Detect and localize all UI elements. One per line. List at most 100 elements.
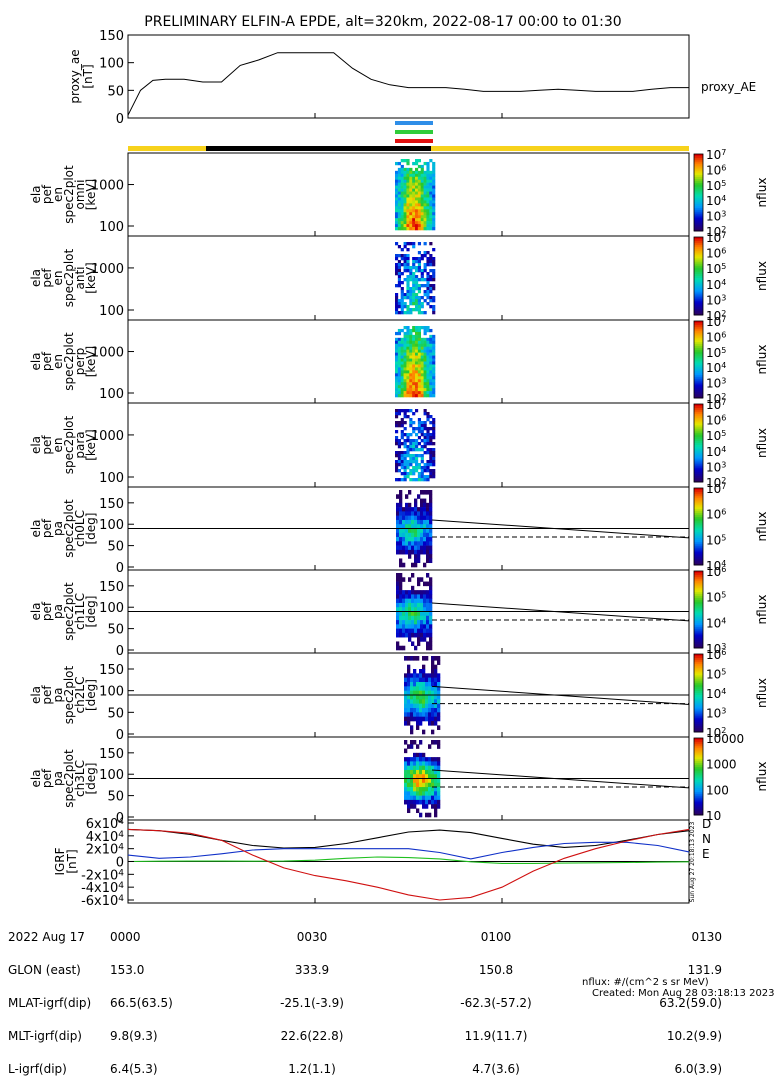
colorbar-label: nflux (755, 428, 769, 458)
spectrogram-cell (417, 590, 421, 595)
spectrogram-cell (423, 346, 427, 350)
spectrogram-cell (429, 611, 433, 617)
spectrogram-cell (409, 463, 413, 467)
spectrogram-cell (429, 607, 433, 612)
colorbar-cell (694, 530, 703, 533)
colorbar-cell (694, 248, 703, 252)
spectrogram-cell (428, 686, 432, 691)
spectrogram-cell (437, 769, 441, 775)
spectrogram-cell (409, 421, 413, 425)
spectrogram-cell (412, 469, 416, 473)
spectrogram-cell (403, 245, 407, 249)
spectrogram-cell (412, 182, 416, 186)
colorbar-cell (694, 716, 703, 719)
spectrogram-cell (416, 712, 420, 717)
spectrogram-cell (420, 439, 424, 443)
spectrogram-cell (396, 641, 400, 647)
colorbar-cell (694, 464, 703, 467)
colorbar-cell (694, 559, 703, 562)
colorbar-cell (694, 488, 703, 491)
spectrogram-cell (397, 469, 402, 473)
spectrogram-cell (399, 628, 403, 634)
colorbar-cell (694, 586, 703, 589)
spectrogram-cell (429, 494, 433, 499)
spectrogram-cell (426, 611, 430, 617)
spectrogram-cell (417, 394, 422, 398)
spectrogram-cell (397, 203, 402, 207)
spectrogram-cell (429, 460, 433, 464)
spectrogram-cell (404, 703, 408, 709)
spectrogram-cell (403, 364, 407, 368)
spectrogram-cell (406, 275, 410, 279)
colorbar-cell (694, 763, 703, 766)
spectrogram-cell (416, 757, 420, 762)
spectrogram-cell (431, 804, 435, 809)
panel-ylabel: omni (73, 180, 87, 210)
spectrogram-cell (415, 281, 419, 285)
colorbar-cell (694, 367, 703, 370)
spectrogram-cell (406, 215, 410, 219)
spectrogram-cell (437, 673, 441, 678)
spectrogram-cell (411, 541, 415, 546)
spectrogram-cell (420, 445, 424, 449)
spectrogram-cell (429, 287, 433, 291)
colorbar-cell (694, 180, 703, 184)
colorbar-cell (694, 811, 703, 814)
pa-tick-label: 50 (107, 623, 124, 638)
spectrogram-cell (396, 607, 400, 612)
spectrogram-cell (415, 257, 419, 261)
spectrogram-cell (426, 466, 430, 470)
spectrogram-cell (416, 686, 420, 691)
spectrogram-cell (420, 305, 424, 309)
colorbar-cell (694, 784, 703, 787)
spectrogram-cell (426, 628, 430, 634)
spectrogram-cell (397, 194, 402, 198)
flag-bar-blue (395, 121, 433, 125)
panel-ylabel: [keV] (84, 346, 98, 377)
spectrogram-cell (415, 409, 419, 413)
spectrogram-cell (437, 782, 441, 788)
colorbar-cell (694, 437, 703, 440)
spectrogram-cell (395, 412, 399, 416)
panel-ylabel: ch3LC (73, 760, 87, 797)
spectrogram-cell (409, 337, 413, 342)
colorbar-cell (694, 324, 703, 328)
colorbar-cell (694, 237, 703, 240)
colorbar-tick-label: 105 (706, 591, 726, 605)
spectrogram-cell (415, 188, 419, 192)
spectrogram-cell (416, 699, 420, 704)
spectrogram-cell (408, 632, 412, 638)
spectrogram-cell (412, 343, 416, 348)
spectrogram-cell (396, 494, 400, 499)
spectrogram-cell (434, 656, 438, 661)
spectrogram-cell (419, 690, 423, 696)
spectrogram-cell (395, 269, 399, 273)
spectrogram-cell (417, 263, 422, 267)
panel-ylabel: [keV] (84, 429, 98, 460)
spectrogram-cell (415, 343, 419, 348)
spectrogram-cell (432, 352, 436, 356)
colorbar-cell (694, 456, 703, 460)
spectrogram-cell (413, 690, 417, 696)
spectrogram-cell (429, 427, 433, 431)
colorbar-tick-label: 100 (706, 783, 729, 797)
spectrogram-cell (416, 769, 420, 775)
spectrogram-cell (413, 787, 417, 792)
spectrogram-cell (412, 260, 416, 264)
spectrogram-cell (420, 490, 424, 495)
colorbar-cell (694, 342, 703, 345)
spectrogram-cell (411, 573, 415, 578)
spectrogram-cell (412, 179, 416, 183)
spectrogram-cell (434, 808, 438, 814)
spectrogram-cell (396, 537, 400, 542)
spectrogram-cell (395, 415, 399, 419)
spectrogram-cell (431, 695, 435, 700)
spectrogram-cell (400, 343, 404, 348)
spectrogram-cell (437, 703, 441, 709)
colorbar-cell (694, 655, 703, 659)
spectrogram-cell (417, 511, 421, 516)
spectrogram-cell (420, 209, 424, 213)
spectrogram-cell (423, 602, 427, 608)
